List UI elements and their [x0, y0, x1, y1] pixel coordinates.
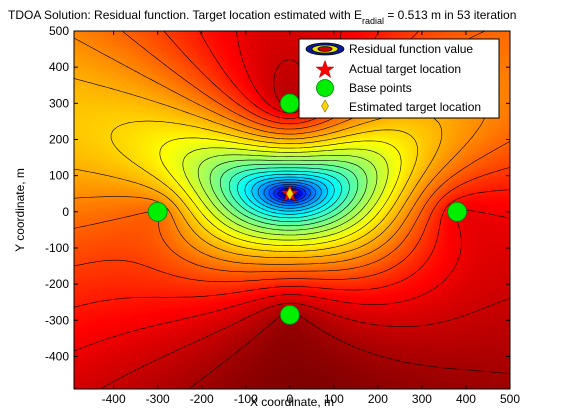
y-axis-ticks: 500 400 300 200 100 0 -100 -200 -300 -400	[45, 24, 510, 363]
contour-line-18	[110, 120, 418, 252]
y-tick-label: 300	[49, 96, 69, 110]
legend-swatch-estimated-target	[321, 99, 329, 113]
x-tick-label: 200	[368, 392, 388, 406]
contour-line-14	[209, 159, 368, 231]
chart-title: TDOA Solution: Residual function. Target…	[8, 8, 516, 26]
x-tick-label: 400	[456, 392, 476, 406]
chart-title-prefix: TDOA Solution: Residual function. Target…	[8, 8, 362, 22]
x-axis-label: X coordinate, m	[250, 395, 334, 409]
x-tick-label: 300	[412, 392, 432, 406]
plot-markers	[147, 93, 468, 325]
y-tick-label: -100	[45, 241, 69, 255]
base-point-4	[279, 304, 300, 325]
contour-line-8	[257, 179, 322, 209]
legend: Residual function value Actual target lo…	[298, 38, 500, 119]
y-tick-label: 500	[49, 24, 69, 38]
x-tick-label: -200	[190, 392, 214, 406]
contour-line-10	[244, 173, 335, 215]
legend-swatch-base-point	[316, 79, 334, 97]
legend-swatch-residual	[305, 42, 345, 56]
contour-line-16	[182, 147, 389, 241]
chart-title-subscript: radial	[362, 16, 384, 26]
base-point-3	[447, 201, 468, 222]
y-tick-label: 400	[49, 60, 69, 74]
legend-swatch-actual-target	[315, 59, 335, 79]
y-tick-label: -400	[45, 349, 69, 363]
x-axis-ticks: -400 -300 -200 -100 0 100 200 300 400 500	[102, 31, 520, 406]
legend-label-estimated-target: Estimated target location	[349, 100, 481, 114]
contour-line-17	[159, 137, 402, 246]
y-tick-label: 100	[49, 169, 69, 183]
base-point-1	[279, 93, 300, 114]
legend-label-base-points: Base points	[349, 81, 412, 95]
contour-line-15	[197, 154, 378, 236]
y-axis-label: Y coordinate, m	[13, 168, 27, 252]
contour-line-12	[228, 167, 350, 222]
y-tick-label: -300	[45, 313, 69, 327]
contour-line-11	[237, 170, 342, 219]
x-tick-label: 0	[286, 392, 293, 406]
contour-line-13	[219, 163, 359, 227]
x-tick-label: -300	[146, 392, 170, 406]
chart-title-suffix: = 0.513 m in 53 iteration	[384, 8, 516, 22]
x-tick-label: 500	[500, 392, 520, 406]
x-tick-label: -400	[102, 392, 126, 406]
contour-line-9	[251, 176, 328, 212]
y-tick-label: 200	[49, 132, 69, 146]
contour-line-7	[263, 182, 316, 206]
plot-frame	[73, 30, 511, 390]
contour-line-6	[268, 184, 311, 204]
y-tick-label: 0	[62, 205, 69, 219]
base-point-2	[147, 201, 168, 222]
legend-label-residual: Residual function value	[349, 42, 473, 56]
y-tick-label: -200	[45, 277, 69, 291]
estimated-target-marker	[285, 187, 294, 201]
x-tick-label: 100	[324, 392, 344, 406]
legend-label-actual-target: Actual target location	[349, 62, 461, 76]
x-tick-label: -100	[234, 392, 258, 406]
